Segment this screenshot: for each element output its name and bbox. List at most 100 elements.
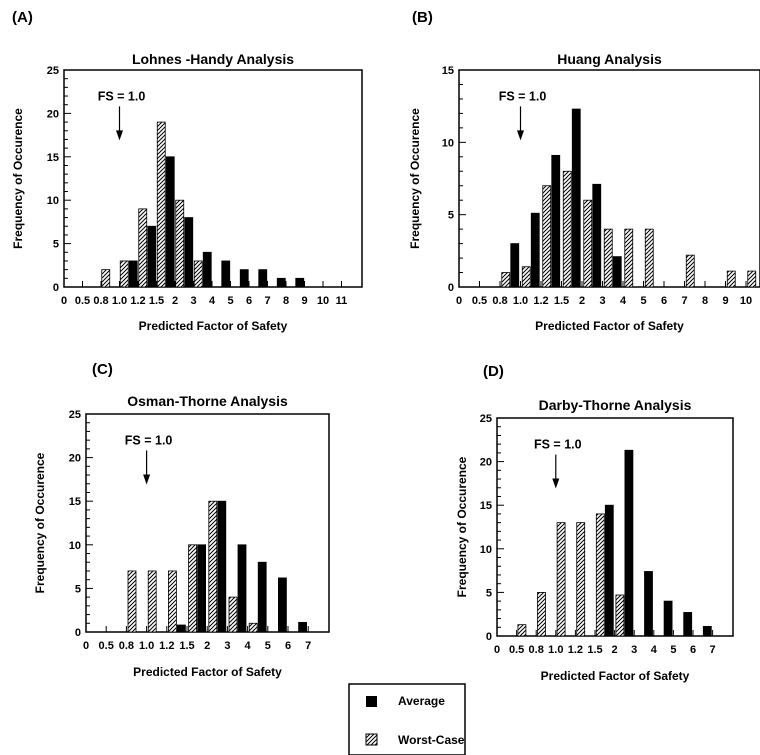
x-axis-label: Predicted Factor of Safety bbox=[133, 665, 282, 679]
x-tick-label: 7 bbox=[681, 295, 687, 307]
x-tick-label: 4 bbox=[209, 295, 216, 307]
x-axis-label: Predicted Factor of Safety bbox=[139, 319, 288, 333]
bar-worst-case bbox=[644, 228, 654, 288]
bar-average bbox=[147, 225, 157, 288]
x-axis-label: Predicted Factor of Safety bbox=[541, 669, 690, 683]
x-tick-label: 9 bbox=[301, 295, 307, 307]
x-tick-label: 6 bbox=[690, 644, 696, 656]
x-tick-label: 2 bbox=[204, 640, 210, 652]
bar-worst-case bbox=[595, 513, 605, 637]
bar-worst-case bbox=[576, 522, 586, 637]
bar-average bbox=[644, 571, 653, 637]
x-tick-label: 4 bbox=[651, 644, 658, 656]
bar-average bbox=[197, 544, 207, 633]
bar-worst-case bbox=[167, 570, 177, 633]
x-tick-label: 1.0 bbox=[139, 640, 154, 652]
x-tick-label: 0.5 bbox=[99, 640, 114, 652]
bar-worst-case bbox=[147, 570, 157, 633]
bar-average bbox=[217, 500, 227, 633]
y-tick-label: 5 bbox=[75, 583, 81, 595]
bar-average bbox=[530, 212, 540, 288]
y-tick-label: 10 bbox=[442, 137, 454, 149]
y-tick-label: 20 bbox=[480, 457, 492, 469]
x-tick-label: 1.0 bbox=[513, 295, 528, 307]
panel-label: (A) bbox=[12, 9, 33, 26]
bar-worst-case bbox=[747, 270, 757, 288]
y-tick-label: 15 bbox=[480, 500, 492, 512]
y-tick-label: 0 bbox=[75, 627, 81, 639]
x-tick-label: 1.2 bbox=[130, 295, 145, 307]
bar-average bbox=[612, 256, 622, 288]
y-tick-label: 5 bbox=[448, 210, 454, 222]
x-tick-label: 5 bbox=[265, 640, 271, 652]
bar-worst-case bbox=[556, 522, 566, 637]
y-tick-label: 20 bbox=[69, 453, 81, 465]
bar-average bbox=[184, 217, 194, 288]
plot-frame bbox=[63, 69, 363, 288]
fs-arrow-head bbox=[517, 130, 524, 141]
bar-worst-case bbox=[208, 500, 218, 633]
y-tick-label: 20 bbox=[47, 108, 59, 120]
bar-worst-case bbox=[101, 269, 111, 288]
x-tick-label: 10 bbox=[740, 295, 752, 307]
x-tick-label: 6 bbox=[246, 295, 252, 307]
y-tick-label: 5 bbox=[53, 239, 59, 251]
y-tick-label: 25 bbox=[69, 409, 81, 421]
bar-average bbox=[239, 269, 249, 288]
y-tick-label: 15 bbox=[69, 496, 81, 508]
bar-average bbox=[237, 544, 247, 633]
fs-annotation: FS = 1.0 bbox=[98, 89, 146, 103]
panel-b: (B) Huang Analysis 0 5 10 15 0 0.5 0.8 1.0 1.2 1.5 2… bbox=[408, 9, 760, 333]
plot-frame bbox=[496, 417, 734, 637]
y-tick-label: 0 bbox=[486, 631, 492, 643]
bar-worst-case bbox=[726, 270, 736, 288]
y-axis-label: Frequency of Occurence bbox=[455, 456, 469, 597]
bar-worst-case bbox=[501, 272, 511, 288]
bar-average bbox=[510, 243, 520, 288]
bar-average bbox=[571, 108, 581, 288]
x-tick-label: 10 bbox=[317, 295, 329, 307]
bar-worst-case bbox=[127, 570, 137, 633]
x-tick-label: 0.5 bbox=[472, 295, 487, 307]
y-tick-label: 10 bbox=[47, 195, 59, 207]
x-tick-label: 7 bbox=[710, 644, 716, 656]
x-tick-label: 7 bbox=[264, 295, 270, 307]
fs-arrow-head bbox=[552, 478, 560, 489]
x-tick-label: 1.2 bbox=[159, 640, 174, 652]
bar-worst-case bbox=[521, 266, 531, 288]
chart-title: Darby-Thorne Analysis bbox=[539, 397, 692, 413]
bar-worst-case bbox=[228, 596, 238, 633]
fs-arrow-head bbox=[116, 130, 123, 141]
y-tick-label: 15 bbox=[442, 65, 454, 77]
x-tick-label: 3 bbox=[631, 644, 637, 656]
panel-label: (B) bbox=[412, 9, 433, 26]
x-tick-label: 3 bbox=[190, 295, 196, 307]
panel-label: (D) bbox=[483, 363, 504, 380]
x-tick-label: 6 bbox=[285, 640, 291, 652]
y-tick-label: 0 bbox=[448, 282, 454, 294]
x-tick-label: 5 bbox=[670, 644, 676, 656]
y-tick-label: 5 bbox=[486, 587, 492, 599]
bar-average bbox=[202, 251, 212, 288]
x-tick-label: 2 bbox=[579, 295, 585, 307]
x-tick-label: 1.5 bbox=[149, 295, 164, 307]
y-axis-label: Frequency of Occurence bbox=[11, 108, 25, 249]
bar-worst-case bbox=[624, 228, 634, 288]
bar-average bbox=[221, 260, 231, 288]
x-tick-label: 1.5 bbox=[554, 295, 569, 307]
bar-average bbox=[298, 622, 308, 633]
bar-average bbox=[551, 154, 561, 288]
y-tick-label: 25 bbox=[47, 65, 59, 77]
x-tick-label: 0.8 bbox=[93, 295, 108, 307]
legend: Average Worst-Case bbox=[348, 683, 466, 755]
chart-title: Huang Analysis bbox=[557, 51, 662, 67]
bar-worst-case bbox=[193, 260, 203, 288]
x-tick-label: 0.8 bbox=[119, 640, 134, 652]
x-tick-label: 3 bbox=[224, 640, 230, 652]
fs-annotation: FS = 1.0 bbox=[499, 89, 547, 103]
bar-average bbox=[277, 577, 287, 633]
legend-worst-case-label: Worst-Case bbox=[398, 733, 465, 747]
